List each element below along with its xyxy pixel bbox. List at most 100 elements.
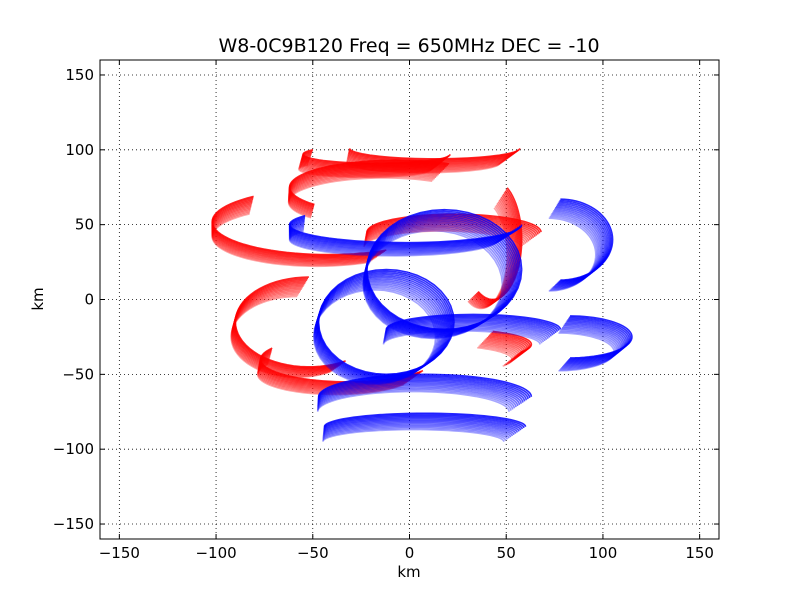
x-tick-label: −100 (195, 544, 236, 562)
uv-track (312, 268, 455, 385)
uv-track-arc (288, 230, 500, 257)
uv-track-arc (288, 167, 442, 212)
uv-track-arc (322, 423, 512, 438)
uv-track-arc (348, 148, 521, 160)
uv-track-arc (570, 315, 633, 359)
uv-track-arc (323, 412, 527, 427)
uv-track-arc (257, 362, 406, 395)
uv-track-arc (323, 418, 518, 433)
uv-track-arc (257, 361, 408, 394)
uv-track-arc (312, 288, 437, 385)
uv-track-arc (323, 414, 523, 430)
uv-track-arc (382, 328, 543, 344)
uv-track-arc (383, 326, 546, 342)
uv-track-arc (323, 413, 525, 429)
uv-track-arc (383, 325, 548, 340)
uv-track-arc (317, 374, 531, 399)
uv-track-arc (322, 426, 508, 440)
uv-track-arc (288, 173, 437, 216)
uv-track-arc (322, 425, 510, 439)
x-tick-label: 100 (589, 544, 618, 562)
uv-track-arc (256, 363, 405, 396)
uv-track-arc (211, 211, 371, 267)
uv-track-arc (384, 317, 557, 334)
uv-track-arc (382, 330, 541, 345)
uv-track-arc (288, 170, 439, 214)
uv-track (322, 412, 527, 442)
y-tick-label: −150 (53, 515, 94, 533)
x-axis-label: km (397, 563, 420, 581)
uv-track-arc (211, 206, 376, 263)
uv-track-arc (322, 422, 513, 437)
uv-track-arc (467, 207, 508, 310)
y-tick-label: −50 (62, 365, 94, 383)
uv-track-arc (287, 174, 435, 217)
uv-track-arc (385, 313, 562, 330)
uv-track (230, 276, 346, 379)
x-tick-label: 150 (685, 544, 714, 562)
uv-track-arc (384, 318, 555, 335)
uv-track-arc (316, 390, 510, 412)
data-tracks (211, 148, 633, 442)
uv-track-arc (317, 385, 517, 408)
uv-track-arc (211, 199, 383, 259)
uv-track-arc (316, 388, 514, 410)
uv-track-arc (287, 177, 433, 219)
uv-track (477, 330, 533, 367)
uv-track-arc (211, 197, 386, 257)
uv-track-arc (383, 323, 549, 339)
uv-track (548, 198, 614, 292)
uv-track-arc (288, 159, 450, 206)
uv-track-arc (234, 276, 346, 368)
uv-track-arc (288, 228, 503, 255)
uv-track-arc (211, 213, 369, 268)
y-tick-label: 50 (75, 216, 94, 234)
series-2-tracks (288, 198, 633, 442)
uv-track-arc (231, 292, 333, 377)
uv-track-arc (560, 198, 614, 281)
uv-track-arc (288, 214, 523, 244)
uv-track-arc (317, 382, 521, 406)
uv-track (558, 315, 633, 372)
uv-track-arc (477, 346, 513, 367)
uv-track-arc (549, 215, 598, 291)
uv-track-arc (317, 268, 455, 376)
uv-track-arc (468, 204, 511, 308)
uv-track-arc (323, 417, 520, 432)
uv-track-arc (323, 416, 522, 431)
y-tick-label: 0 (84, 291, 94, 309)
uv-track-arc (385, 316, 559, 332)
y-tick-label: 150 (65, 66, 94, 84)
uv-track-arc (211, 210, 372, 266)
x-tick-label: 0 (405, 544, 415, 562)
uv-track-arc (383, 327, 544, 343)
uv-track-arc (211, 207, 375, 264)
y-tick-label: 100 (65, 141, 94, 159)
uv-track (211, 195, 387, 268)
uv-track (288, 214, 523, 257)
uv-track-arc (317, 378, 526, 402)
uv-track-arc (288, 166, 443, 211)
uv-track-arc (313, 287, 438, 385)
uv-track-arc (548, 217, 597, 292)
uv-track-arc (211, 195, 387, 256)
y-tick-label: −100 (53, 440, 94, 458)
uv-track-arc (478, 345, 515, 366)
uv-track-arc (231, 291, 335, 376)
uv-track-arc (317, 386, 516, 409)
uv-track-arc (317, 376, 529, 400)
uv-track-arc (384, 321, 552, 337)
uv-track-arc (211, 203, 379, 261)
uv-track-arc (211, 201, 382, 259)
uv-track-arc (288, 171, 438, 215)
uv-track-arc (385, 314, 560, 331)
uv-track-arc (232, 286, 338, 374)
uv-track-arc (317, 381, 522, 404)
uv-track-arc (288, 169, 441, 213)
uv-track (287, 159, 450, 219)
uv-track-arc (322, 421, 515, 436)
uv-track-arc (317, 373, 533, 397)
uv-track-arc (288, 164, 445, 210)
uv-track-arc (384, 319, 554, 336)
